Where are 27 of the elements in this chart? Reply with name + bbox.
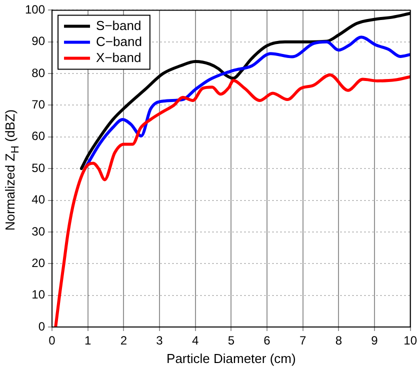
x-tick-label: 9 — [371, 334, 378, 348]
x-tick-label: 1 — [84, 334, 92, 348]
x-tick-label: 7 — [299, 334, 306, 348]
x-tick-label: 3 — [156, 334, 164, 348]
x-axis-title: Particle Diameter (cm) — [166, 350, 296, 366]
y-tick-label: 20 — [32, 256, 46, 270]
x-tick-label: 8 — [335, 334, 342, 348]
legend-label: S−band — [96, 18, 142, 33]
y-tick-label: 40 — [32, 192, 46, 207]
x-tick-label: 5 — [228, 334, 235, 348]
y-tick-label: 60 — [32, 129, 46, 144]
y-tick-label: 30 — [32, 224, 46, 238]
legend-label: C−band — [96, 34, 142, 49]
x-tick-label: 6 — [264, 334, 271, 348]
y-tick-label: 10 — [32, 288, 46, 302]
x-tick-label: 10 — [404, 334, 418, 348]
y-tick-label: 90 — [32, 34, 46, 48]
y-tick-label: 70 — [32, 98, 46, 112]
x-tick-label: 2 — [120, 334, 128, 348]
x-tick-label: 0 — [48, 334, 56, 348]
y-tick-label: 0 — [38, 319, 46, 334]
y-tick-label: 50 — [32, 160, 46, 175]
y-tick-label: 80 — [32, 66, 46, 80]
legend-label: X−band — [96, 50, 142, 65]
line-series — [54, 73, 410, 327]
y-tick-label: 100 — [24, 2, 46, 17]
x-tick-label: 4 — [192, 334, 199, 348]
